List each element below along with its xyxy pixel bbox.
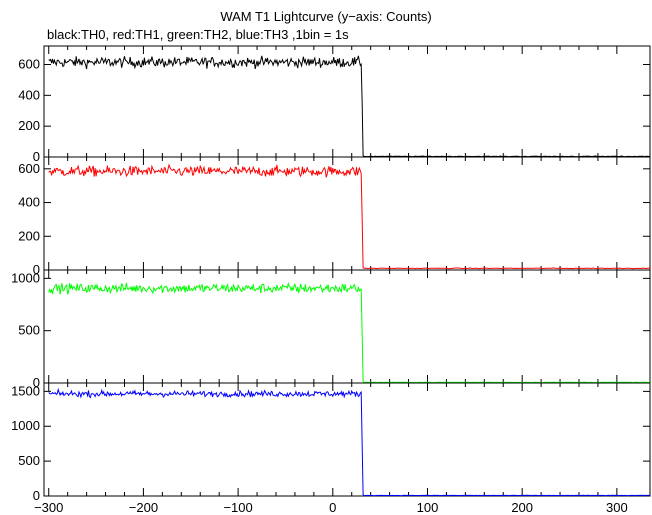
y-tick-label: 1000 bbox=[11, 418, 40, 433]
x-tick-label: 200 bbox=[511, 500, 533, 515]
y-tick-label: 600 bbox=[18, 161, 40, 176]
y-tick-label: 500 bbox=[18, 453, 40, 468]
y-tick-label: 1000 bbox=[11, 270, 40, 285]
y-tick-label: 200 bbox=[18, 228, 40, 243]
y-tick-label: 500 bbox=[18, 323, 40, 338]
x-tick-label: 300 bbox=[606, 500, 628, 515]
y-tick-label: 0 bbox=[33, 488, 40, 503]
panel-th1: 0 200 400 600 bbox=[18, 156, 651, 277]
x-tick-label: −100 bbox=[223, 500, 252, 515]
panel-th3: 0 500 1000 1500 bbox=[11, 382, 651, 503]
y-tick-label: 200 bbox=[18, 118, 40, 133]
x-tick-label: 100 bbox=[417, 500, 439, 515]
chart-subtitle: black:TH0, red:TH1, green:TH2, blue:TH3 … bbox=[47, 27, 349, 42]
y-tick-label: 0 bbox=[33, 375, 40, 390]
y-tick-label: 400 bbox=[18, 87, 40, 102]
panel-frame bbox=[43, 382, 651, 497]
y-tick-label: 0 bbox=[33, 262, 40, 277]
panel-th2: 0 500 1000 bbox=[11, 269, 651, 390]
chart-title: WAM T1 Lightcurve (y−axis: Counts) bbox=[220, 9, 432, 24]
panel-frame bbox=[43, 156, 651, 271]
x-tick-label: −200 bbox=[129, 500, 158, 515]
x-tick-label: −300 bbox=[34, 500, 63, 515]
series-line-th2 bbox=[48, 281, 651, 384]
x-tick-label: 0 bbox=[329, 500, 336, 515]
series-line-th0 bbox=[48, 55, 650, 158]
series-line-th1 bbox=[48, 163, 651, 270]
y-tick-label: 600 bbox=[18, 57, 40, 72]
panel-th0: 0 200 400 600 bbox=[18, 45, 651, 164]
y-tick-label: 0 bbox=[33, 149, 40, 164]
series-line-th3 bbox=[48, 387, 651, 497]
y-tick-label: 400 bbox=[18, 195, 40, 210]
y-tick-label: 1500 bbox=[11, 383, 40, 398]
